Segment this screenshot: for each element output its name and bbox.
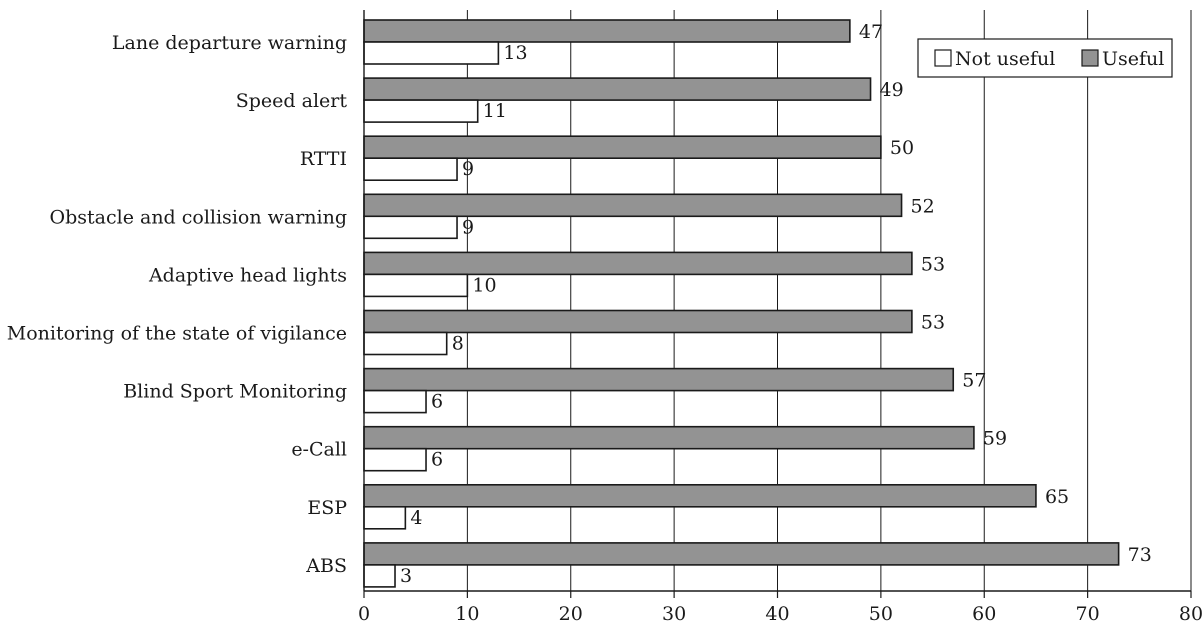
value-label-useful-adaptive-head-lights: 53	[921, 253, 945, 275]
value-label-useful-e-call: 59	[983, 428, 1007, 450]
legend-swatch-useful	[1081, 49, 1099, 67]
value-label-not-useful-adaptive-head-lights: 10	[472, 274, 496, 296]
bar-not-useful-monitoring-of-the-state-of-vigilance	[363, 331, 448, 356]
legend-swatch-not-useful	[934, 49, 952, 67]
value-label-useful-speed-alert: 49	[880, 79, 904, 101]
bar-not-useful-speed-alert	[363, 99, 479, 123]
legend-label-not-useful: Not useful	[955, 48, 1055, 70]
grid-lines	[466, 10, 1192, 591]
bar-useful-blind-sport-monitoring	[363, 367, 955, 392]
x-tick-label-20: 20	[559, 603, 583, 625]
legend-box	[917, 38, 1173, 78]
x-tick-label-10: 10	[455, 603, 479, 625]
bar-useful-obstacle-and-collision-warning	[363, 193, 903, 218]
bar-useful-abs	[363, 542, 1120, 566]
value-label-useful-abs: 73	[1128, 544, 1152, 566]
category-label-monitoring-of-the-state-of-vigilance: Monitoring of the state of vigilance	[7, 323, 347, 345]
value-label-not-useful-speed-alert: 11	[483, 100, 507, 122]
category-label-e-call: e-Call	[291, 439, 347, 461]
x-tick-label-80: 80	[1179, 603, 1202, 625]
x-tick-label-50: 50	[869, 603, 893, 625]
value-label-useful-monitoring-of-the-state-of-vigilance: 53	[921, 312, 945, 334]
value-label-not-useful-obstacle-and-collision-warning: 9	[462, 216, 474, 238]
bar-not-useful-e-call	[363, 447, 427, 472]
value-label-not-useful-blind-sport-monitoring: 6	[431, 391, 443, 413]
value-label-useful-blind-sport-monitoring: 57	[962, 370, 986, 392]
value-label-not-useful-esp: 4	[410, 507, 422, 529]
bar-useful-rtti	[363, 135, 882, 159]
bar-not-useful-adaptive-head-lights	[363, 273, 469, 298]
category-label-blind-sport-monitoring: Blind Sport Monitoring	[123, 381, 347, 403]
legend: Not useful Useful	[917, 38, 1173, 78]
x-tick-label-30: 30	[662, 603, 686, 625]
category-label-obstacle-and-collision-warning: Obstacle and collision warning	[50, 206, 347, 228]
bar-not-useful-obstacle-and-collision-warning	[363, 215, 458, 240]
bar-not-useful-lane-departure-warning	[363, 41, 500, 65]
bar-useful-speed-alert	[363, 77, 872, 101]
legend-label-useful: Useful	[1102, 48, 1164, 70]
x-axis-ticks: 0 10 20 30 40 50 60 70 80	[358, 591, 1202, 625]
value-label-not-useful-abs: 3	[400, 565, 412, 587]
x-tick-label-40: 40	[765, 603, 789, 625]
category-label-speed-alert: Speed alert	[236, 90, 348, 112]
value-label-useful-esp: 65	[1045, 486, 1069, 508]
x-tick-label-0: 0	[358, 603, 370, 625]
bar-useful-lane-departure-warning	[363, 19, 851, 43]
value-label-not-useful-monitoring-of-the-state-of-vigilance: 8	[452, 333, 464, 355]
value-label-useful-lane-departure-warning: 47	[859, 21, 883, 43]
category-label-abs: ABS	[305, 555, 347, 577]
value-label-useful-obstacle-and-collision-warning: 52	[911, 195, 935, 217]
category-labels: Lane departure warning Speed alert RTTI Obs…	[7, 32, 348, 577]
category-label-esp: ESP	[307, 497, 347, 519]
category-label-rtti: RTTI	[300, 148, 347, 170]
category-label-lane-departure-warning: Lane departure warning	[112, 32, 347, 54]
value-label-not-useful-rtti: 9	[462, 158, 474, 180]
value-label-useful-rtti: 50	[890, 137, 914, 159]
bar-useful-esp	[363, 483, 1037, 508]
value-label-not-useful-e-call: 6	[431, 449, 443, 471]
bar-useful-adaptive-head-lights	[363, 251, 913, 276]
x-tick-label-70: 70	[1076, 603, 1100, 625]
bar-not-useful-blind-sport-monitoring	[363, 389, 427, 414]
value-label-not-useful-lane-departure-warning: 13	[503, 42, 527, 64]
bar-not-useful-rtti	[363, 157, 458, 181]
bar-useful-e-call	[363, 425, 975, 450]
bars-group	[363, 19, 1120, 588]
bar-not-useful-abs	[363, 564, 396, 588]
bar-not-useful-esp	[363, 505, 407, 530]
bar-useful-monitoring-of-the-state-of-vigilance	[363, 309, 913, 334]
category-label-adaptive-head-lights: Adaptive head lights	[148, 264, 347, 286]
value-labels: 47 13 49 11 50 9 52 9 53 10 53 8 57 6 59 6 65 4 73 3	[400, 21, 1152, 587]
x-tick-label-60: 60	[972, 603, 996, 625]
